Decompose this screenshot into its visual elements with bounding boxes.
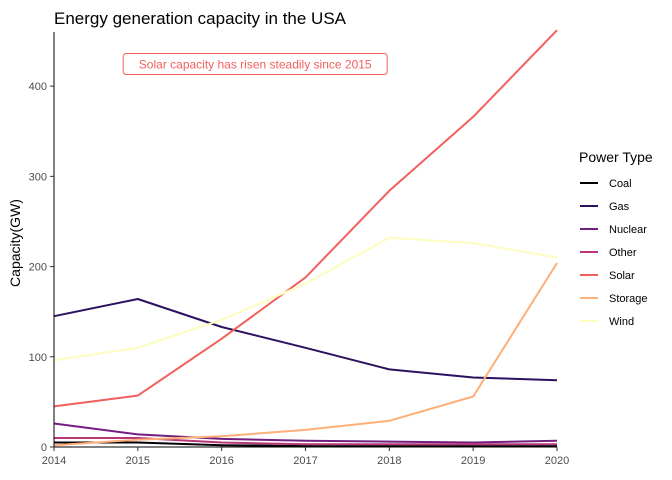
series-line-nuclear bbox=[53, 422, 558, 444]
x-tick-label: 2017 bbox=[293, 455, 317, 467]
y-axis-label: Capacity(GW) bbox=[7, 199, 23, 287]
chart-title: Energy generation capacity in the USA bbox=[54, 9, 347, 28]
x-tick-label: 2015 bbox=[126, 455, 150, 467]
y-tick-label: 100 bbox=[29, 352, 47, 364]
legend-label-gas: Gas bbox=[609, 201, 630, 213]
annotation-text: Solar capacity has risen steadily since … bbox=[139, 57, 372, 71]
plot-area: 0 100 200 300 400 2014 2015 2016 2017 2018 2019 202… bbox=[29, 29, 569, 467]
y-tick-label: 400 bbox=[29, 81, 47, 93]
legend-label-other: Other bbox=[609, 247, 637, 259]
legend-label-nuclear: Nuclear bbox=[609, 224, 647, 236]
legend-title: Power Type bbox=[579, 149, 653, 165]
y-tick-label: 200 bbox=[29, 262, 47, 274]
series-line-coal bbox=[54, 441, 557, 448]
legend-label-coal: Coal bbox=[609, 178, 632, 190]
x-tick-label: 2019 bbox=[461, 455, 485, 467]
x-tick-label: 2014 bbox=[42, 455, 66, 467]
x-tick-label: 2020 bbox=[545, 455, 569, 467]
series-line-wind bbox=[53, 236, 558, 362]
x-tick-label: 2018 bbox=[377, 455, 401, 467]
y-tick-label: 300 bbox=[29, 171, 47, 183]
annotation-box bbox=[122, 52, 388, 75]
legend-label-storage: Storage bbox=[609, 293, 648, 305]
legend: Coal Gas Nuclear Other Solar Storage Wind bbox=[580, 178, 648, 328]
series-line-solar bbox=[53, 29, 558, 408]
series-line-gas bbox=[53, 298, 558, 382]
series-line-other bbox=[54, 437, 557, 446]
x-tick-label: 2016 bbox=[209, 455, 233, 467]
series-line-storage bbox=[53, 262, 558, 447]
y-tick-label: 0 bbox=[41, 442, 47, 454]
legend-label-solar: Solar bbox=[609, 270, 635, 282]
legend-label-wind: Wind bbox=[609, 316, 634, 328]
